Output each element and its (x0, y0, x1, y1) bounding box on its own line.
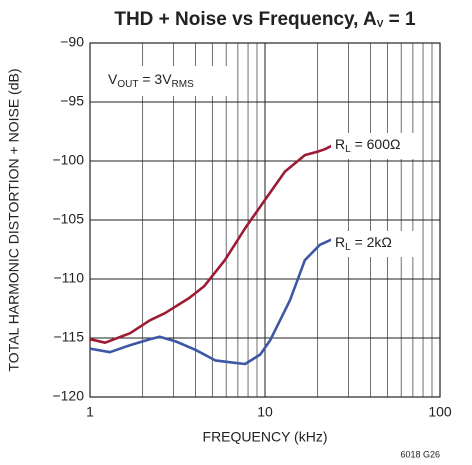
series-label-bg (331, 133, 421, 159)
annotation-part: OUT (117, 79, 138, 90)
annotation: VOUT = 3VRMS (108, 71, 194, 90)
series-line (89, 230, 350, 366)
annotation-part: RMS (172, 79, 195, 90)
x-tick-label: 1 (86, 404, 94, 420)
series-label-part: L (345, 242, 351, 253)
series-label-part: R (335, 234, 345, 250)
y-tick-label: −95 (60, 93, 84, 109)
x-axis-label: FREQUENCY (kHz) (203, 429, 328, 445)
y-tick-label: −120 (52, 388, 84, 404)
y-tick-label: −105 (52, 211, 84, 227)
y-tick-label: −100 (52, 152, 84, 168)
chart-title-part: THD + Noise vs Frequency, A (114, 9, 377, 30)
chart-title-part: V (377, 19, 384, 30)
series-label-part: = 2kΩ (351, 234, 392, 250)
series-line (89, 136, 350, 344)
y-tick-label: −110 (54, 270, 85, 286)
series-label-part: L (345, 144, 351, 155)
annotation-part: V (108, 71, 118, 87)
series-label-part: R (335, 136, 345, 152)
y-tick-label: −115 (54, 329, 85, 345)
y-tick-label: −90 (60, 34, 84, 50)
x-tick-label: 100 (428, 404, 452, 420)
plot-frame (89, 42, 441, 398)
annotation-part: = 3V (138, 71, 172, 87)
series-label: RL = 2kΩ (335, 234, 392, 253)
series-label: RL = 600Ω (335, 136, 400, 155)
chart-title: THD + Noise vs Frequency, AV = 1 (114, 9, 416, 30)
y-axis-label: TOTAL HARMONIC DISTORTION + NOISE (dB) (6, 69, 22, 372)
x-tick-label: 10 (257, 404, 273, 420)
series-label-part: = 600Ω (351, 136, 401, 152)
chart-title-part: = 1 (383, 9, 416, 30)
footnote: 6018 G26 (400, 449, 440, 459)
series-label-bg (331, 231, 421, 257)
annotation-bg (102, 66, 230, 96)
